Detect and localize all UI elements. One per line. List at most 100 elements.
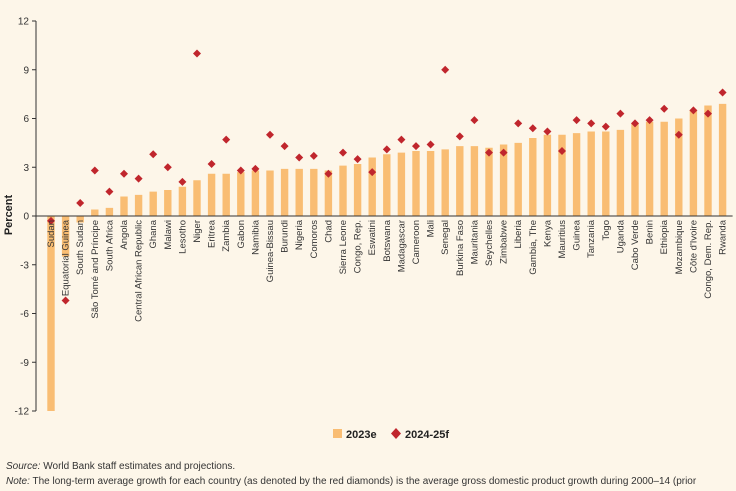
bar [105, 207, 114, 216]
legend-label-2023e: 2023e [346, 429, 377, 441]
category-label: Eswatini [367, 220, 378, 255]
bar [251, 170, 260, 216]
bar [324, 170, 333, 216]
y-tick-label: 3 [23, 163, 29, 174]
diamond-marker [426, 140, 435, 149]
category-label: Congo, Rep. [353, 220, 364, 273]
y-tick-label: -3 [20, 260, 29, 271]
bar [660, 121, 668, 216]
diamond-marker [470, 116, 479, 125]
diamond-marker [236, 166, 245, 175]
diamond-marker [645, 116, 654, 125]
diamond-marker [178, 177, 187, 186]
category-label: Madagascar [396, 220, 407, 272]
diamond-marker [266, 130, 274, 139]
category-label: Central African Republic [134, 220, 145, 322]
category-label: Botswana [382, 219, 393, 261]
diamond-marker [455, 132, 464, 141]
category-label: Malawi [163, 220, 174, 250]
category-label: Chad [323, 220, 334, 243]
bar [295, 168, 303, 216]
diamond-marker [207, 160, 216, 168]
bar [441, 149, 449, 216]
bar [572, 133, 581, 216]
bar [675, 118, 683, 216]
diamond-marker [382, 145, 391, 154]
bar [470, 146, 479, 216]
diamond-marker [193, 49, 201, 58]
diamond-marker [558, 147, 566, 155]
category-label: Congo, Dem. Rep. [703, 220, 714, 299]
diamond-marker [134, 174, 143, 183]
bar [397, 152, 406, 216]
diamond-marker [660, 104, 669, 113]
diamond-marker [689, 106, 698, 115]
bar [339, 165, 347, 216]
category-label: Seychelles [484, 220, 495, 266]
bar [558, 134, 566, 216]
bar [412, 151, 420, 216]
category-label: Eritrea [207, 219, 218, 248]
category-label: Sudan [46, 220, 57, 247]
legend-swatch-2023e [333, 429, 342, 438]
bar [76, 216, 84, 223]
diamond-marker [90, 166, 99, 175]
category-label: Zimbabwe [499, 220, 510, 264]
bar [47, 216, 55, 411]
source-note: Source: World Bank staff estimates and p… [6, 461, 235, 472]
bar [529, 138, 537, 216]
diamond-marker [601, 122, 610, 131]
diamond-marker [280, 142, 289, 151]
category-label: Mozambique [674, 220, 685, 274]
category-label: Côte d'Ivoire [688, 220, 699, 273]
category-label: Liberia [513, 219, 524, 248]
y-tick-label: 0 [23, 212, 29, 223]
bar [616, 129, 625, 216]
bar [178, 186, 187, 216]
y-tick-label: 12 [18, 17, 30, 28]
category-label: Nigeria [294, 219, 305, 250]
category-label: Uganda [615, 219, 626, 253]
diamond-marker [718, 88, 727, 97]
category-label: Cameroon [411, 220, 422, 264]
category-label: Burkina Faso [455, 220, 466, 276]
diamond-marker [441, 65, 450, 74]
category-label: Gambia, The [528, 220, 539, 275]
diamond-marker [149, 150, 158, 159]
category-label: Kenya [542, 219, 553, 247]
bar [514, 142, 522, 216]
x-axis-labels: Sudan Equatorial Guinea South Sudan São Tom… [46, 219, 729, 322]
bar [280, 168, 289, 216]
category-label: Ethiopia [659, 219, 670, 254]
category-label: Senegal [440, 220, 451, 255]
category-label: Burundi [280, 220, 291, 253]
bar [645, 121, 654, 216]
category-label: Guinea-Bissau [265, 220, 276, 282]
category-label: Gabon [236, 220, 247, 249]
bar [543, 134, 552, 216]
category-label: Togo [601, 220, 612, 241]
bar-series-2023e [47, 103, 727, 411]
bar [91, 209, 99, 216]
category-label: Equatorial Guinea [61, 219, 72, 296]
category-label: Cabo Verde [630, 220, 641, 270]
note-label: Note: [6, 476, 30, 487]
bar [222, 173, 230, 216]
bar [310, 168, 318, 216]
bar [704, 105, 712, 216]
category-label: Comoros [309, 220, 320, 259]
diamond-marker [514, 119, 523, 128]
diamond-marker [412, 142, 420, 151]
note: Note: The long-term average growth for e… [6, 476, 696, 487]
category-label: Angola [119, 219, 130, 249]
y-tick-label: -6 [20, 309, 29, 320]
source-label: Source: [6, 461, 41, 472]
category-label: South Africa [104, 219, 115, 271]
diamond-series-2024-25f [47, 49, 727, 305]
category-label: Mauritius [557, 220, 568, 259]
diamond-marker [587, 119, 596, 128]
bar [689, 110, 698, 216]
y-axis-title: Percent [3, 194, 15, 235]
diamond-marker [485, 148, 493, 157]
